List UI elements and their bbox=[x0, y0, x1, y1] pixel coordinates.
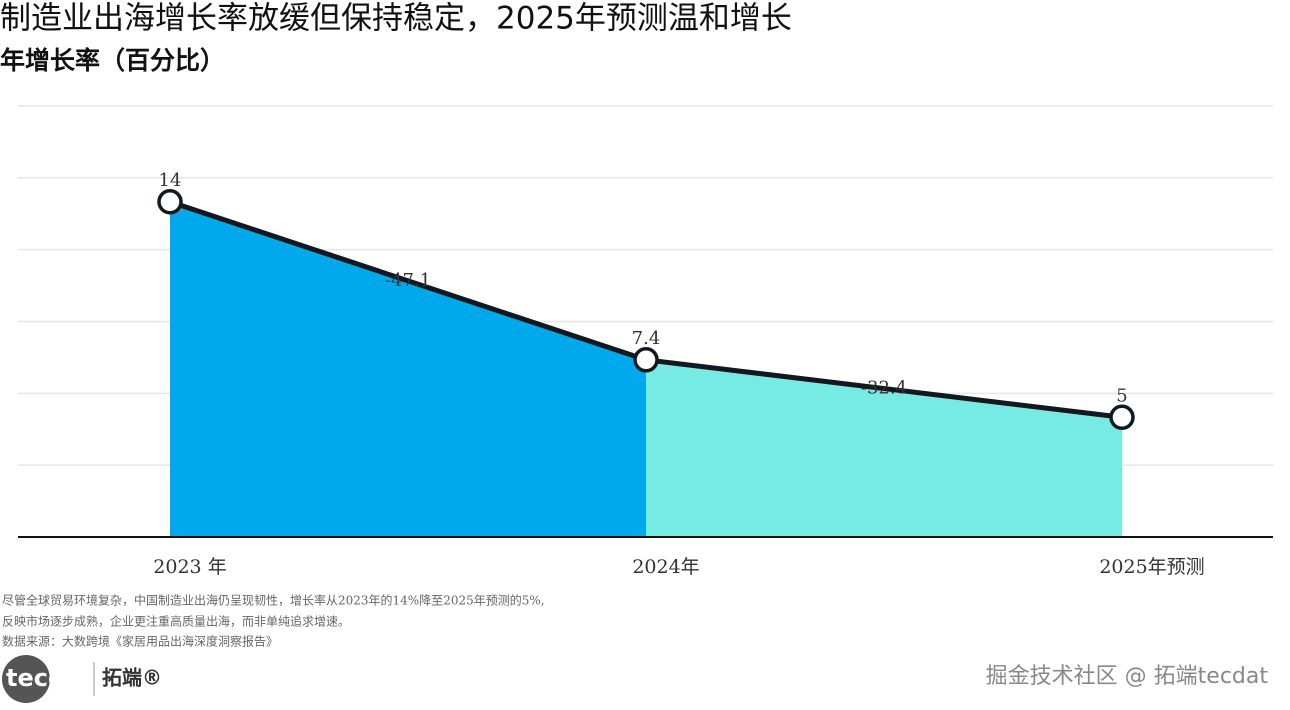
x-tick-label: 2024年 bbox=[632, 556, 699, 578]
source: 数据来源：大数跨境《家居用品出海深度洞察报告》 bbox=[2, 634, 278, 649]
marker bbox=[1109, 404, 1135, 431]
logo-circle bbox=[2, 655, 50, 703]
x-tick-label: 2025年预测 bbox=[1099, 556, 1204, 578]
marker bbox=[157, 189, 183, 215]
logo: tecdat 拓端® bbox=[2, 655, 162, 703]
logo-name: 拓端® bbox=[102, 666, 162, 690]
marker bbox=[633, 347, 659, 373]
note: 反映市场逐步成熟，企业更注重高质量出海，而非单纯追求增速。 bbox=[2, 614, 350, 629]
segment-label: -32.4 bbox=[861, 378, 907, 399]
logo-brand: tecdat bbox=[6, 664, 93, 692]
value-label: 5 bbox=[1116, 385, 1127, 406]
area-segment bbox=[170, 201, 646, 537]
chart-subtitle: 年增长率（百分比） bbox=[0, 46, 225, 75]
watermark: 掘金技术社区 @ 拓端tecdat bbox=[986, 664, 1269, 689]
segment-label: -47.1 bbox=[385, 270, 431, 291]
value-label: 7.4 bbox=[632, 328, 661, 349]
x-tick-label: 2023 年 bbox=[153, 556, 226, 578]
note: 尽管全球贸易环境复杂，中国制造业出海仍呈现韧性，增长率从2023年的14%降至2… bbox=[2, 593, 545, 608]
chart-title: 制造业出海增长率放缓但保持稳定，2025年预测温和增长 bbox=[0, 1, 792, 37]
value-label: 14 bbox=[159, 170, 182, 191]
